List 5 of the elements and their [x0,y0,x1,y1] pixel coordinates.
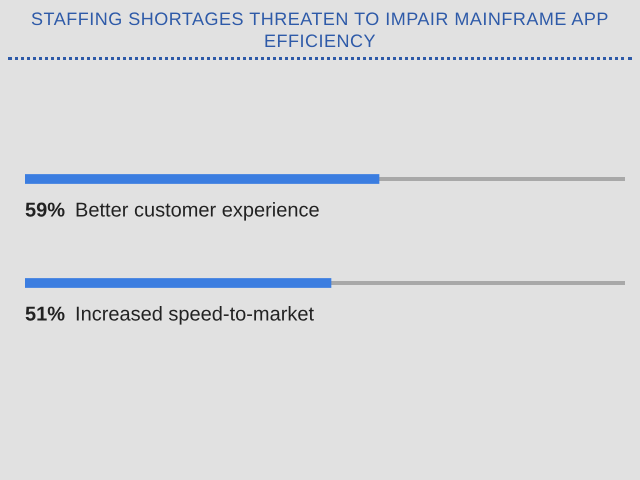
chart-title: STAFFING SHORTAGES THREATEN TO IMPAIR MAINFRAME APP EFFICIENCY [8,0,632,60]
data-label: 51% [25,304,66,326]
y-tick-label: Better customer experience [75,200,320,222]
data-label: 59% [25,200,66,222]
y-tick-label: Increased speed-to-market [75,304,314,326]
